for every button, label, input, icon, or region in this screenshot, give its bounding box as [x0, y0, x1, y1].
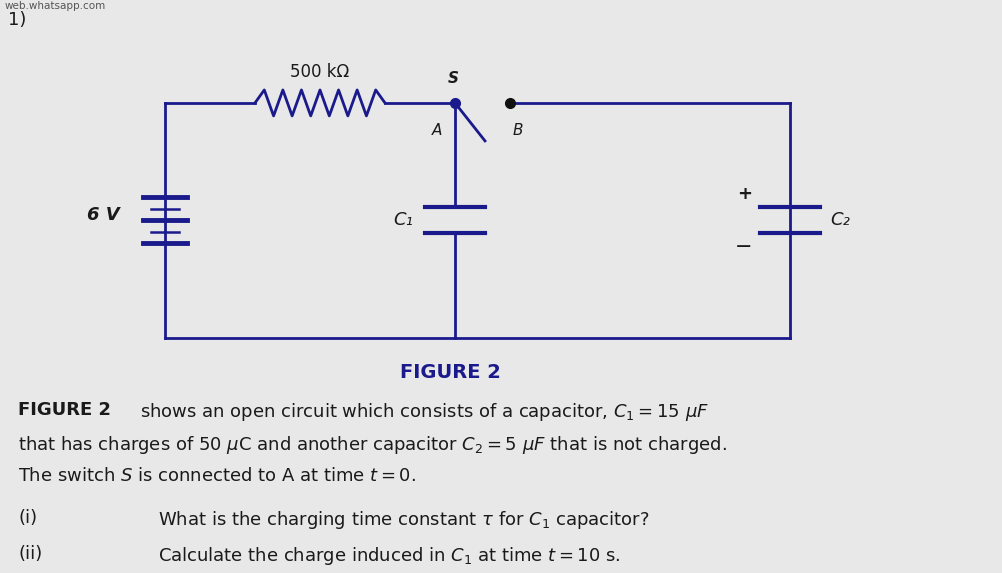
Text: FIGURE 2: FIGURE 2 [18, 401, 111, 419]
Text: C₂: C₂ [830, 211, 849, 229]
Text: (i): (i) [18, 509, 37, 527]
Text: S: S [447, 71, 458, 86]
Text: What is the charging time constant $\tau$ for $C_1$ capacitor?: What is the charging time constant $\tau… [158, 509, 648, 531]
Text: 1): 1) [8, 11, 26, 29]
Text: B: B [512, 123, 523, 138]
Text: web.whatsapp.com: web.whatsapp.com [5, 1, 106, 11]
Text: A: A [432, 123, 442, 138]
Text: shows an open circuit which consists of a capacitor, $C_1 = 15\ \mu F$: shows an open circuit which consists of … [140, 401, 708, 423]
Text: that has charges of 50 $\mu$C and another capacitor $C_2 = 5\ \mu F$ that is not: that has charges of 50 $\mu$C and anothe… [18, 434, 726, 456]
Text: +: + [736, 185, 752, 203]
Text: Calculate the charge induced in $C_1$ at time $t = 10$ s.: Calculate the charge induced in $C_1$ at… [158, 544, 620, 567]
Text: 500 kΩ: 500 kΩ [291, 63, 350, 81]
Text: C₁: C₁ [393, 211, 413, 229]
Text: The switch $S$ is connected to A at time $t = 0$.: The switch $S$ is connected to A at time… [18, 466, 416, 485]
Text: −: − [733, 237, 752, 257]
Text: FIGURE 2: FIGURE 2 [399, 363, 500, 382]
Text: 6 V: 6 V [87, 206, 120, 225]
Text: (ii): (ii) [18, 544, 42, 563]
